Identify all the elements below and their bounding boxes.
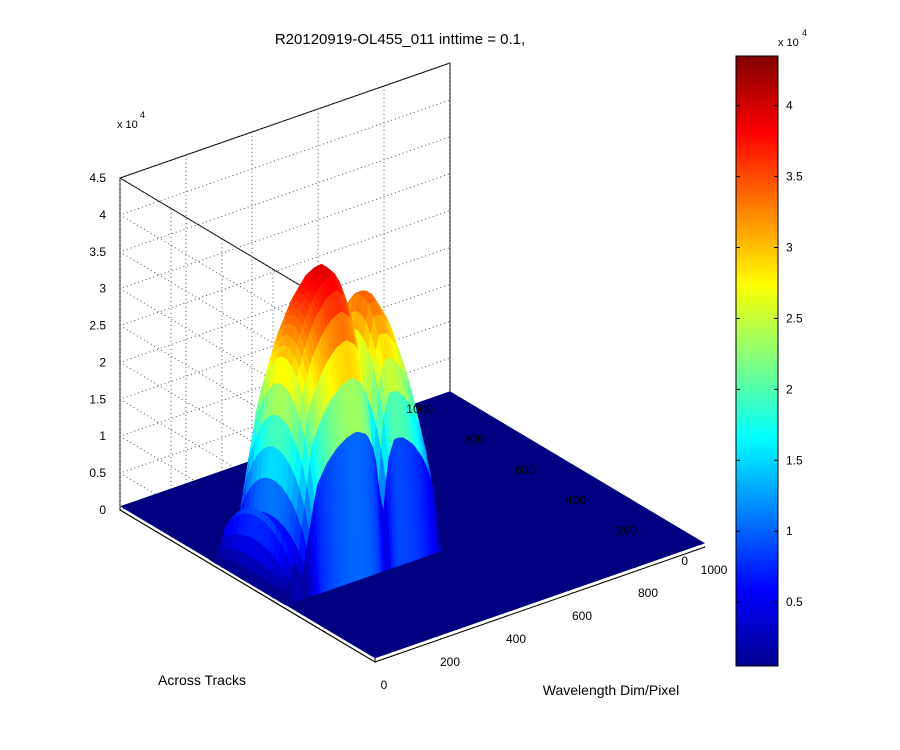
z-tick-label: 1 (99, 429, 106, 443)
y-tick-label: 200 (617, 524, 637, 538)
x-tick-label: 400 (506, 632, 526, 646)
x-tick-label: 800 (638, 586, 658, 600)
axis-ticks: 0 200 400 600 800 1000 0 200 400 600 800 1000 0 0.5 1 1… (89, 171, 727, 692)
colorbar-tick-label: 3 (786, 241, 793, 255)
colorbar-ticks: 0.5 1 1.5 2 2.5 3 3.5 4 (736, 99, 803, 609)
colorbar-tick-label: 3.5 (786, 170, 803, 184)
colorbar-tick-label: 0.5 (786, 595, 803, 609)
z-tick-label: 4 (99, 208, 106, 222)
y-tick-label: 0 (681, 554, 688, 568)
chart-title: R20120919-OL455_011 inttime = 0.1, (275, 31, 525, 48)
x-axis-label: Wavelength Dim/Pixel (543, 682, 679, 698)
z-tick-label: 4.5 (89, 171, 106, 185)
z-exponent-base: x 10 (117, 119, 138, 131)
colorbar-exponent-power: 4 (802, 28, 807, 38)
colorbar-tick-label: 1.5 (786, 453, 803, 467)
z-tick-label: 1.5 (89, 392, 106, 406)
z-axis-exponent: x 10 4 (117, 110, 145, 131)
z-tick-label: 2 (99, 355, 106, 369)
z-exponent-power: 4 (140, 110, 145, 120)
z-tick-label: 0 (99, 503, 106, 517)
z-gridline (118, 210, 451, 479)
surface-patch (436, 513, 445, 552)
z-tick-label: 3.5 (89, 245, 106, 259)
x-tick-label: 200 (440, 655, 460, 669)
x-tick-label: 600 (572, 609, 592, 623)
z-gridline (118, 173, 451, 442)
colorbar-exponent-base: x 10 (778, 37, 799, 49)
colorbar-tick-label: 4 (786, 99, 793, 113)
x-tick-label: 0 (381, 678, 388, 692)
colorbar-tick-label: 1 (786, 524, 793, 538)
colorbar-tick-label: 2.5 (786, 311, 803, 325)
z-tick-label: 2.5 (89, 319, 106, 333)
colorbar-tick-label: 2 (786, 382, 793, 396)
z-tick-label: 0.5 (89, 466, 106, 480)
y-axis-label: Across Tracks (158, 672, 246, 688)
z-gridline (118, 320, 451, 589)
y-tick-label: 600 (515, 463, 535, 477)
z-gridline (118, 136, 451, 405)
z-gridline (118, 357, 451, 626)
colorbar-gradient (735, 55, 779, 667)
z-tick-label: 3 (99, 282, 106, 296)
x-tick-label: 1000 (701, 563, 728, 577)
axis-edge (119, 509, 376, 663)
y-tick-label: 400 (566, 493, 586, 507)
y-tick-label: 1000 (406, 402, 433, 416)
axis-edge (374, 546, 706, 663)
colorbar: 0.5 1 1.5 2 2.5 3 3.5 4 x 10 4 (735, 28, 807, 667)
surface-plot (120, 263, 705, 659)
y-tick-label: 800 (464, 432, 484, 446)
